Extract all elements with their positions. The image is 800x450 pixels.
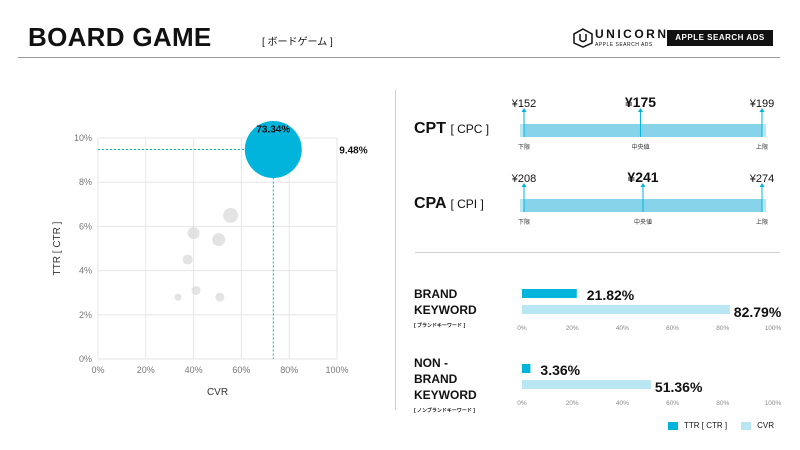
page-title: BOARD GAME [28,22,212,52]
range-max-value: ¥274 [749,173,774,185]
y-tick-label: 8% [79,177,92,187]
y-axis-label: TTR [ CTR ] [52,221,63,275]
range-mid-value: ¥241 [627,169,658,185]
cvr-value-label: 51.36% [655,379,703,395]
x-tick-label: 40% [616,325,629,332]
nonbrand-label-sub: [ ノンブランドキーワード ] [414,408,475,414]
range-max-caption: 上限 [756,218,768,226]
cvr-bar [522,305,730,314]
scatter-point [215,292,225,302]
range-max-arrow [759,108,765,112]
brand-label-line1: BRAND [414,287,458,301]
brand-label-sub: [ ブランドキーワード ] [414,323,466,329]
cvr-value-label: 82.79% [734,304,782,320]
y-tick-label: 10% [74,133,92,143]
scatter-point [187,227,200,240]
logo-wordmark: UNICORN [595,27,669,41]
scatter-point [212,233,226,247]
cpt-range-chart: ¥152 下限 ¥175 中央値 ¥199 上限 [511,94,774,151]
y-tick-label: 6% [79,221,92,231]
cpt-label: CPT [ CPC ] [414,120,489,138]
x-tick-label: 0% [517,325,527,332]
nonbrand-label-line3: KEYWORD [414,388,477,402]
range-mid-arrow [640,183,646,187]
x-tick-label: 60% [666,325,679,332]
y-tick-label: 4% [79,266,92,276]
cpt-title: CPT [414,120,446,137]
range-mid-value: ¥175 [625,94,656,110]
cpa-label: CPA [ CPI ] [414,195,484,213]
brand-keyword-label: BRAND KEYWORD [ ブランドキーワード ] [414,286,477,334]
range-min-caption: 下限 [518,143,530,151]
x-tick-label: 0% [517,400,527,407]
range-min-arrow [521,108,527,112]
legend-swatch-ttr [668,421,678,430]
range-min-caption: 下限 [518,218,530,226]
range-mid-arrow [637,108,643,112]
brand-label-line2: KEYWORD [414,303,477,317]
nonbrand-label-line1: NON - [414,356,448,370]
x-tick-label: 40% [185,365,203,375]
x-tick-label: 20% [566,400,579,407]
scatter-point [174,293,182,301]
range-max-value: ¥199 [749,98,774,110]
x-tick-label: 100% [325,365,348,375]
highlight-y-value: 9.48% [339,145,367,156]
cvr-bar [522,380,651,389]
x-tick-label: 60% [232,365,250,375]
x-tick-label: 80% [716,325,729,332]
x-tick-label: 100% [765,400,782,407]
x-tick-label: 100% [765,325,782,332]
y-tick-label: 0% [79,354,92,364]
cpa-title: CPA [414,195,446,212]
legend-label-cvr: CVR [757,421,774,430]
x-tick-label: 20% [566,325,579,332]
highlight-point [244,120,302,178]
cpt-subtitle: [ CPC ] [450,122,490,136]
x-tick-label: 80% [716,400,729,407]
range-min-arrow [521,183,527,187]
legend: TTR [ CTR ] CVR [668,421,774,430]
scatter-chart: 73.34% 9.48% 0% 20% 40% 60% 80% 100% 0% 2% 4% 6% 8%… [52,120,368,398]
brand-keyword-bar-chart: 21.82% 82.79% 0% 20% 40% 60% 80% 100% [517,287,782,332]
range-bar [524,124,762,137]
range-min-value: ¥208 [511,173,536,185]
unicorn-logo-icon [573,28,593,48]
ttr-bar [522,364,531,373]
page-subtitle: [ ボードゲーム ] [262,37,333,48]
x-axis-label: CVR [207,387,228,398]
ttr-bar [522,289,577,298]
logo-subtext: APPLE SEARCH ADS [595,42,653,48]
vertical-divider [395,90,396,410]
header-divider [18,57,780,58]
range-max-caption: 上限 [756,143,768,151]
x-tick-label: 20% [137,365,155,375]
logo-badge: APPLE SEARCH ADS [667,30,773,46]
ttr-value-label: 21.82% [587,287,635,303]
cpa-range-chart: ¥208 下限 ¥241 中央値 ¥274 上限 [511,169,774,226]
x-tick-label: 40% [616,400,629,407]
x-tick-label: 60% [666,400,679,407]
y-tick-label: 2% [79,310,92,320]
x-tick-label: 80% [280,365,298,375]
ttr-value-label: 3.36% [540,362,580,378]
highlight-x-value: 73.34% [256,124,290,135]
legend-label-ttr: TTR [ CTR ] [684,421,728,430]
range-mid-caption: 中央値 [634,218,652,226]
scatter-point [223,207,239,223]
x-tick-label: 0% [91,365,104,375]
range-mid-caption: 中央値 [631,143,649,151]
range-min-value: ¥152 [511,98,536,110]
scatter-point [182,254,193,265]
range-max-arrow [759,183,765,187]
legend-swatch-cvr [741,421,752,430]
nonbrand-label-line2: BRAND [414,372,458,386]
scatter-point [191,285,201,295]
nonbrand-keyword-bar-chart: 3.36% 51.36% 0% 20% 40% 60% 80% 100% [517,362,782,407]
horizontal-divider [415,252,780,253]
nonbrand-keyword-label: NON - BRAND KEYWORD [ ノンブランドキーワード ] [414,355,477,419]
cpa-subtitle: [ CPI ] [450,197,484,211]
